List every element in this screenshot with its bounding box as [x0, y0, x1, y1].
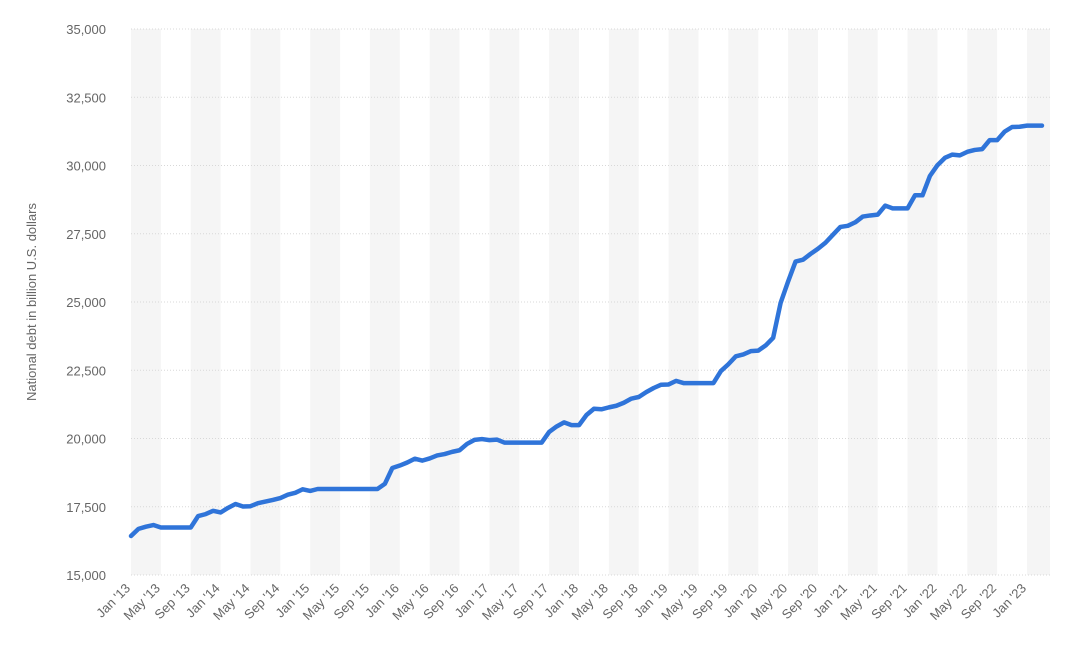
- line: [128, 123, 1045, 539]
- band: [489, 29, 520, 575]
- y-tick-label: 27,500: [66, 227, 106, 242]
- y-tick-label: 25,000: [66, 295, 106, 310]
- y-tick-label: 17,500: [66, 500, 106, 515]
- band: [549, 29, 580, 575]
- y-tick-label: 20,000: [66, 432, 106, 447]
- y-tick-label: 32,500: [66, 90, 106, 105]
- y-tick-label: 30,000: [66, 159, 106, 174]
- y-axis-label: National debt in billion U.S. dollars: [24, 203, 39, 401]
- band: [847, 29, 878, 575]
- y-tick-label: 35,000: [66, 22, 106, 37]
- y-tick-label: 22,500: [66, 363, 106, 378]
- x-tick-label: Jan '23: [989, 581, 1029, 621]
- band: [1027, 29, 1050, 575]
- y-tick-label: 15,000: [66, 568, 106, 583]
- band: [190, 29, 221, 575]
- band: [131, 29, 161, 575]
